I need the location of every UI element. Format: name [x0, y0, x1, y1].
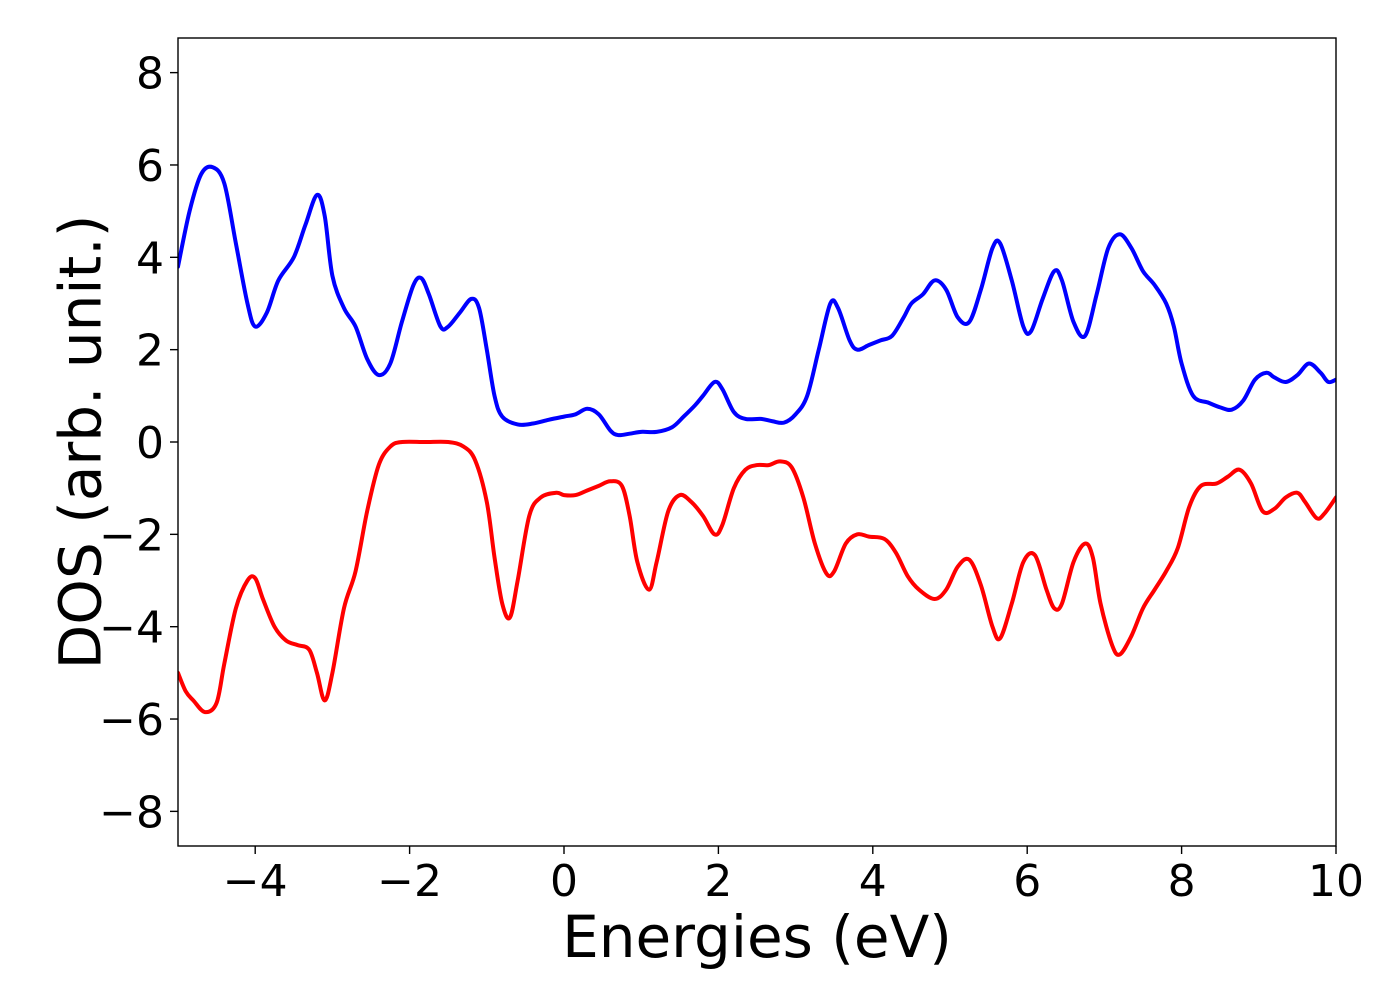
- x-axis-label: Energies (eV): [562, 903, 952, 971]
- x-tick-label: −2: [377, 856, 442, 907]
- y-tick-label: −8: [99, 787, 164, 838]
- ticks-layer: −4 −2 0 2 4 6 8 10 −8 −6 −4 −2 0 2 4 6 8: [99, 49, 1364, 907]
- y-tick-label: 6: [136, 141, 164, 192]
- x-tick-label: −4: [223, 856, 288, 907]
- x-tick-label: 2: [704, 856, 732, 907]
- series-line-1: [178, 164, 1336, 438]
- y-tick-label: 0: [136, 418, 164, 469]
- y-tick-label: 4: [136, 233, 164, 284]
- x-tick-label: 0: [550, 856, 578, 907]
- x-tick-label: 10: [1308, 856, 1364, 907]
- plot-frame: [177, 37, 1337, 847]
- y-tick-label: −4: [99, 603, 164, 654]
- series-line-2: [178, 439, 1336, 715]
- y-tick-label: 2: [136, 326, 164, 377]
- y-tick-label: 8: [136, 49, 164, 100]
- y-axis-label: DOS (arb. unit.): [46, 215, 114, 670]
- x-tick-label: 4: [859, 856, 887, 907]
- x-tick-label: 6: [1013, 856, 1041, 907]
- y-tick-label: −6: [99, 695, 164, 746]
- x-tick-label: 8: [1168, 856, 1196, 907]
- series-layer: [178, 164, 1336, 715]
- y-tick-label: −2: [99, 510, 164, 561]
